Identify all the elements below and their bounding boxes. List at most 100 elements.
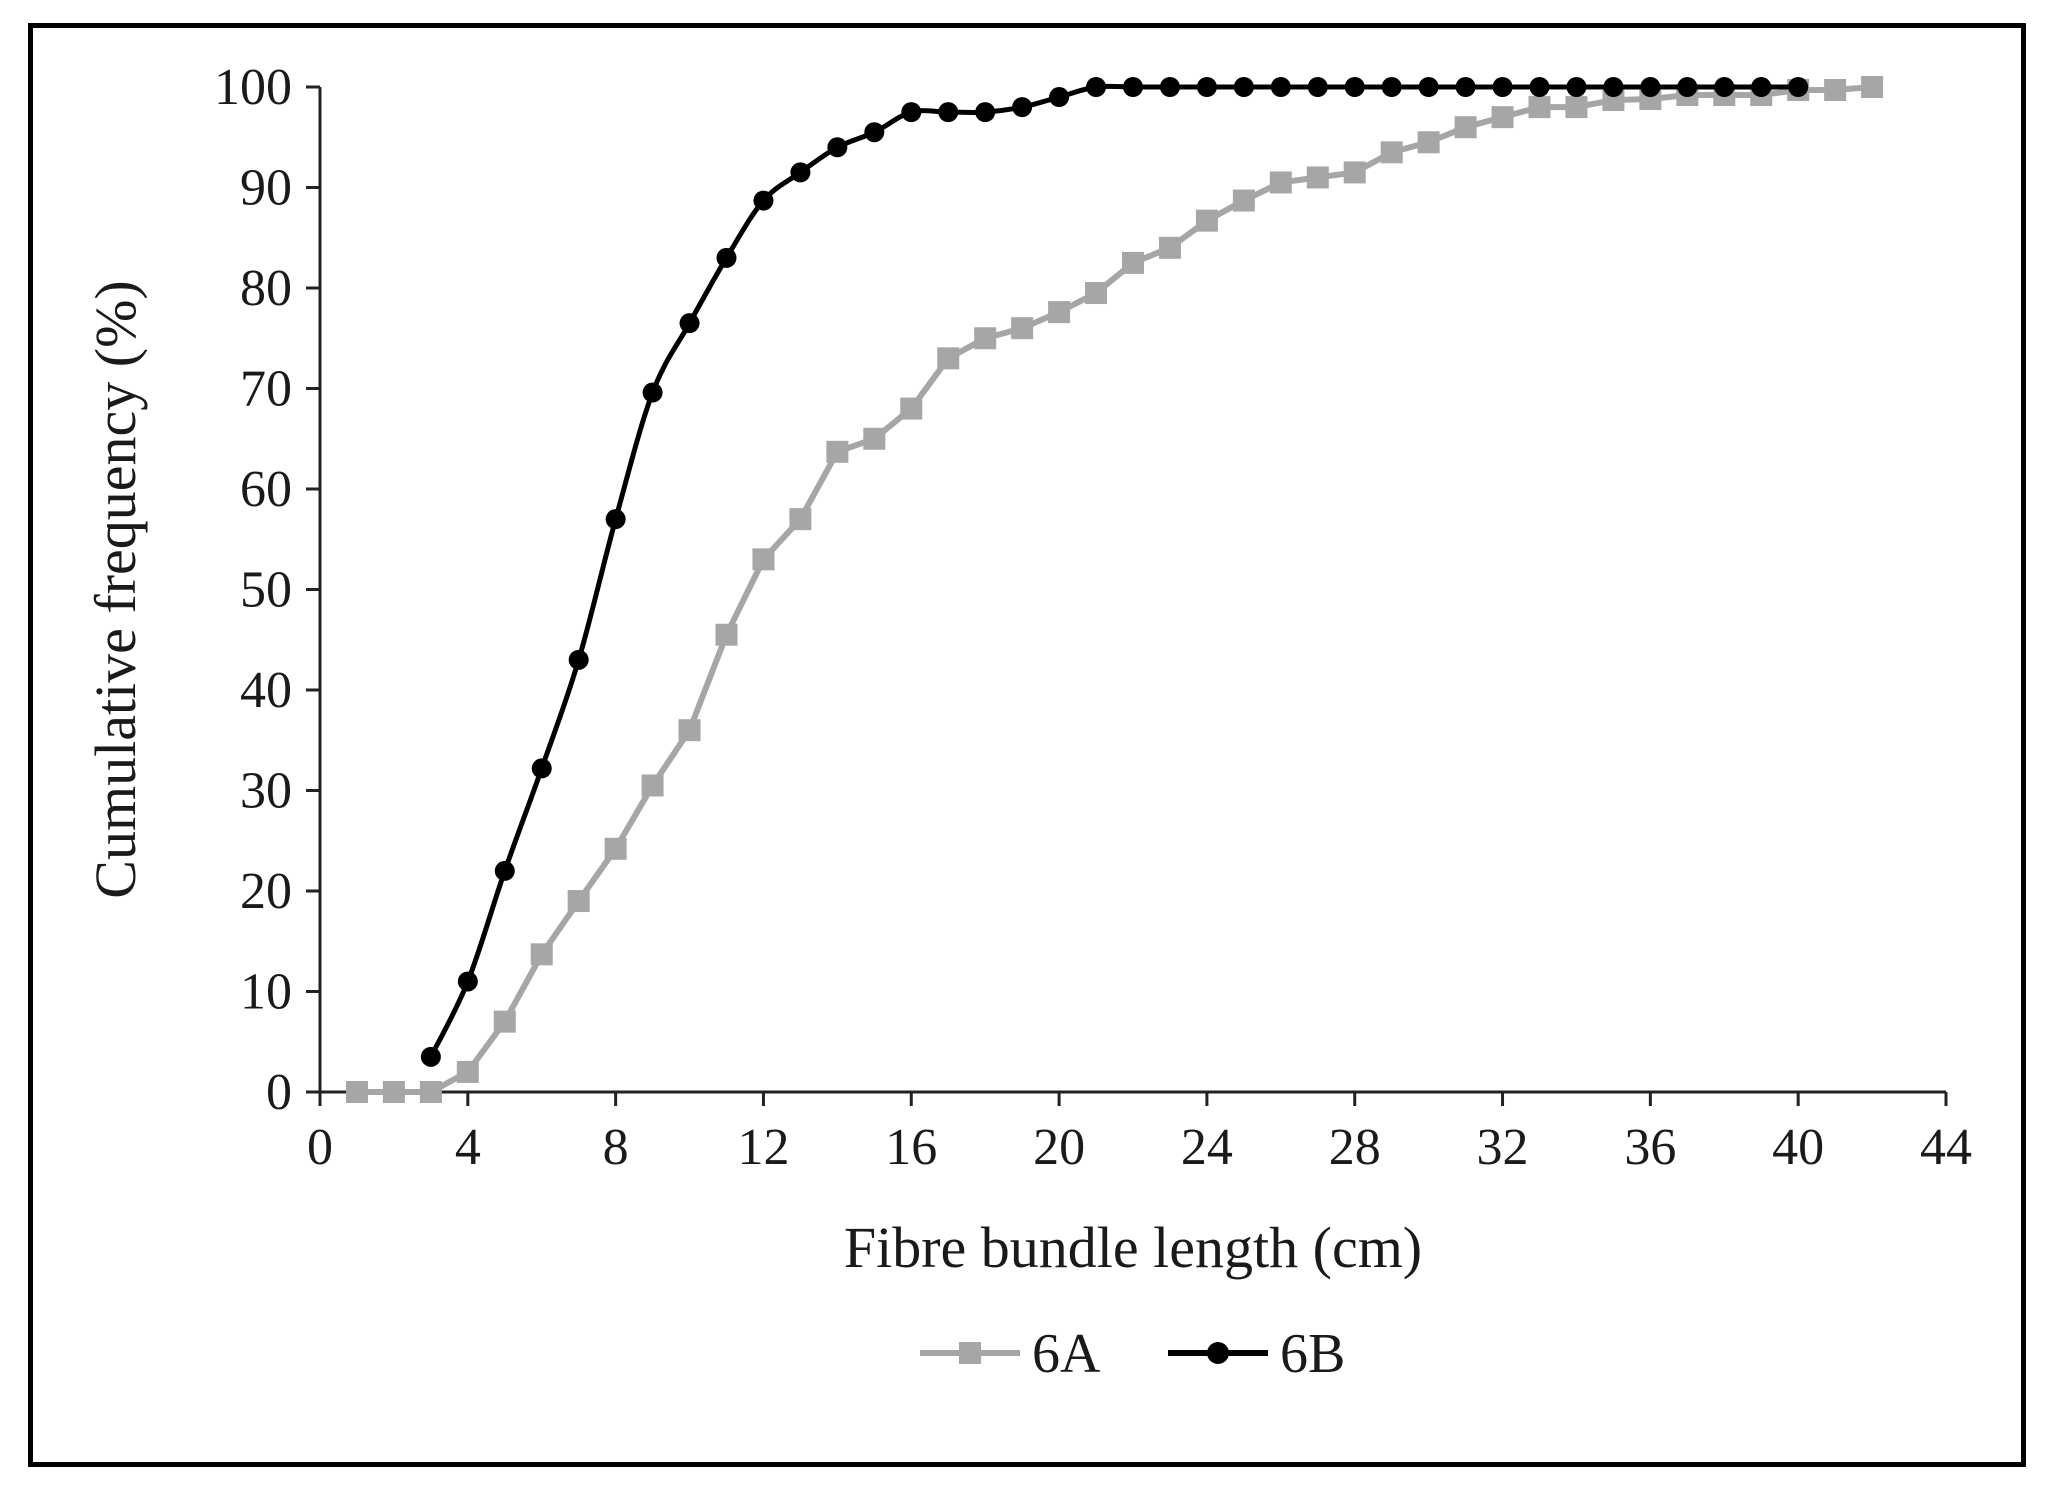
legend-item-6B: 6B bbox=[1168, 1323, 1345, 1385]
data-point bbox=[567, 890, 590, 913]
series-6A bbox=[345, 76, 1884, 1103]
data-point bbox=[678, 719, 701, 742]
data-point bbox=[716, 247, 737, 268]
data-point bbox=[827, 137, 848, 158]
data-point bbox=[1418, 77, 1439, 97]
data-point bbox=[975, 102, 996, 123]
data-point bbox=[531, 758, 552, 779]
data-point bbox=[1012, 97, 1033, 118]
data-point bbox=[1122, 251, 1144, 274]
data-point bbox=[938, 102, 959, 123]
data-point bbox=[1196, 77, 1217, 97]
x-tick-label: 12 bbox=[737, 1119, 789, 1176]
data-point bbox=[679, 313, 700, 334]
data-point bbox=[1380, 141, 1403, 164]
data-point bbox=[1566, 77, 1587, 97]
data-point bbox=[1159, 77, 1180, 97]
data-point bbox=[1417, 131, 1440, 154]
legend: 6A 6B bbox=[920, 1323, 1345, 1385]
data-point bbox=[1233, 77, 1254, 97]
data-point bbox=[493, 1010, 516, 1033]
data-point bbox=[901, 102, 922, 123]
data-point bbox=[530, 943, 553, 966]
x-tick-label: 32 bbox=[1477, 1119, 1529, 1176]
data-point bbox=[1049, 87, 1070, 108]
data-point bbox=[1640, 77, 1661, 97]
data-point bbox=[864, 122, 885, 143]
data-point bbox=[790, 162, 811, 183]
y-tick-label: 90 bbox=[240, 160, 292, 217]
data-point bbox=[1011, 317, 1034, 340]
y-tick-label: 0 bbox=[266, 1064, 292, 1121]
data-point bbox=[1788, 77, 1809, 97]
axes: 0 4 8 12 16 20 24 28 32 36 40 44 0 10 20 30 40 50 60 70 80 9… bbox=[214, 59, 1972, 1176]
data-point bbox=[1491, 106, 1514, 129]
data-point bbox=[1603, 77, 1624, 97]
data-point bbox=[1048, 301, 1071, 324]
legend-label: 6B bbox=[1280, 1323, 1345, 1385]
y-tick-label: 100 bbox=[214, 59, 292, 116]
x-tick-label: 8 bbox=[603, 1119, 629, 1176]
x-tick-label: 28 bbox=[1329, 1119, 1381, 1176]
data-point bbox=[789, 508, 812, 531]
data-point bbox=[457, 971, 478, 992]
data-point bbox=[1455, 77, 1476, 97]
legend-label: 6A bbox=[1032, 1323, 1101, 1385]
data-point bbox=[642, 382, 663, 403]
x-tick-label: 36 bbox=[1624, 1119, 1676, 1176]
x-tick-label: 40 bbox=[1772, 1119, 1824, 1176]
x-tick-label: 44 bbox=[1920, 1119, 1972, 1176]
data-point bbox=[1086, 77, 1107, 97]
legend-item-6A: 6A bbox=[920, 1323, 1101, 1385]
data-point bbox=[1714, 77, 1735, 97]
chart-frame bbox=[28, 23, 2026, 1467]
data-point bbox=[1085, 282, 1108, 305]
data-point bbox=[420, 1046, 441, 1067]
data-point bbox=[605, 509, 626, 530]
data-point bbox=[1528, 96, 1551, 119]
y-tick-label: 80 bbox=[240, 260, 292, 317]
data-point bbox=[937, 347, 960, 370]
data-point bbox=[900, 397, 923, 420]
data-point bbox=[1824, 79, 1847, 102]
data-point bbox=[1861, 76, 1884, 98]
data-point bbox=[1381, 77, 1402, 97]
data-point bbox=[345, 1081, 368, 1103]
data-point bbox=[1492, 77, 1513, 97]
y-tick-label: 50 bbox=[240, 562, 292, 619]
data-point bbox=[1751, 77, 1772, 97]
series-line-6B bbox=[428, 83, 1799, 1058]
x-tick-label: 16 bbox=[885, 1119, 937, 1176]
y-tick-label: 40 bbox=[240, 662, 292, 719]
x-tick-label: 24 bbox=[1181, 1119, 1233, 1176]
x-tick-label: 0 bbox=[307, 1119, 333, 1176]
data-point bbox=[456, 1060, 479, 1083]
data-point bbox=[1158, 236, 1181, 259]
data-point bbox=[568, 649, 589, 670]
y-tick-label: 20 bbox=[240, 863, 292, 920]
y-tick-label: 60 bbox=[240, 461, 292, 518]
data-point bbox=[1232, 189, 1255, 212]
data-point bbox=[1270, 77, 1291, 97]
data-point bbox=[752, 548, 775, 571]
data-point bbox=[826, 440, 849, 463]
data-point bbox=[382, 1081, 405, 1103]
data-point bbox=[604, 837, 627, 860]
data-point bbox=[1195, 209, 1218, 232]
y-tick-label: 30 bbox=[240, 763, 292, 820]
y-ticks: 0 10 20 30 40 50 60 70 80 90 100 bbox=[214, 59, 320, 1121]
y-tick-label: 70 bbox=[240, 361, 292, 418]
data-point bbox=[974, 327, 997, 350]
data-point bbox=[1123, 77, 1143, 97]
legend-marker bbox=[1207, 1342, 1229, 1364]
data-point bbox=[1307, 77, 1328, 97]
data-point bbox=[1677, 77, 1698, 97]
data-point bbox=[1269, 171, 1292, 194]
x-ticks: 0 4 8 12 16 20 24 28 32 36 40 44 bbox=[307, 1092, 1972, 1176]
series-layer bbox=[345, 76, 1884, 1103]
data-point bbox=[1565, 96, 1588, 119]
y-tick-label: 10 bbox=[240, 964, 292, 1021]
data-point bbox=[1344, 77, 1365, 97]
data-point bbox=[419, 1081, 442, 1103]
